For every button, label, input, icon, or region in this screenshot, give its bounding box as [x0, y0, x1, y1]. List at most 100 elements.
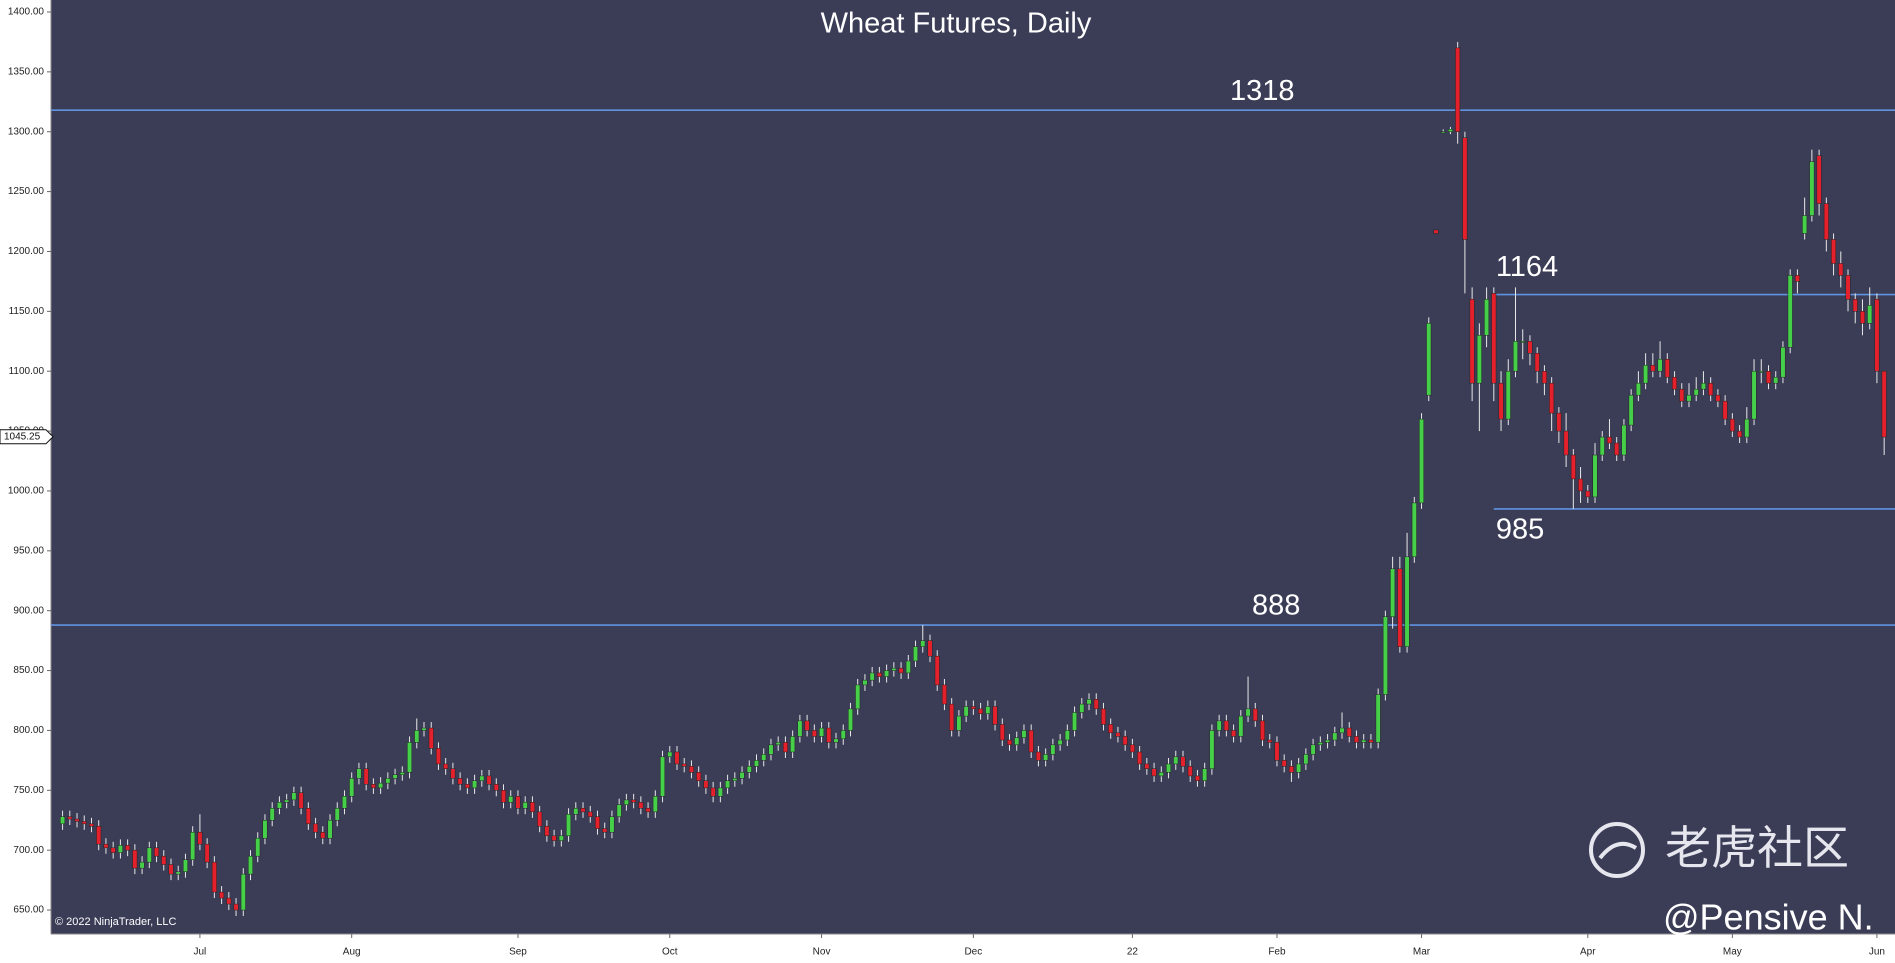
- candle-body: [226, 897, 232, 905]
- x-tick-label: Nov: [813, 947, 831, 958]
- x-tick-label: May: [1723, 947, 1742, 958]
- candle-body: [1353, 736, 1359, 743]
- candle-body: [363, 768, 369, 785]
- candle-body: [399, 772, 405, 775]
- y-tick-label: 1000.00: [8, 486, 45, 497]
- candle-body: [1035, 751, 1041, 761]
- candle-body: [1151, 768, 1157, 777]
- candle-body: [1411, 502, 1417, 558]
- candle-body: [1057, 739, 1063, 746]
- candle-body: [464, 784, 470, 789]
- candle-body: [1491, 293, 1497, 384]
- candle-body: [790, 736, 796, 753]
- author: @Pensive N.: [1663, 897, 1874, 938]
- candle-body: [1476, 335, 1482, 384]
- x-tick-label: Sep: [509, 947, 527, 958]
- candle-body: [1505, 370, 1511, 420]
- candle-body: [269, 808, 275, 821]
- candle-body: [407, 742, 413, 773]
- candle-body: [1628, 394, 1634, 426]
- candle-body: [1368, 739, 1374, 743]
- candle-body: [1007, 739, 1012, 746]
- candle-body: [1657, 358, 1663, 372]
- candle-body: [1881, 370, 1887, 438]
- candle-body: [1722, 400, 1728, 420]
- candle-body: [1245, 708, 1251, 717]
- candle-body: [754, 760, 759, 767]
- candle-body: [1650, 364, 1656, 372]
- candle-body: [529, 802, 535, 813]
- candle-body: [1556, 412, 1562, 432]
- y-tick-label: 700.00: [13, 845, 44, 856]
- candle-body: [276, 802, 282, 809]
- candle-body: [508, 796, 514, 803]
- candle-body: [1317, 742, 1323, 746]
- candle-body: [67, 816, 73, 820]
- candle-body: [1462, 137, 1468, 240]
- candle-body: [1231, 730, 1237, 737]
- candle-body: [60, 816, 66, 825]
- candle-body: [1397, 568, 1403, 647]
- candle-body: [1447, 129, 1453, 132]
- candle-body: [703, 780, 709, 789]
- candle-body: [1390, 568, 1396, 617]
- candle-body: [1838, 263, 1844, 276]
- candle-body: [1122, 736, 1128, 746]
- candle-body: [313, 823, 319, 833]
- candle-body: [999, 724, 1005, 741]
- candle-body: [1021, 730, 1027, 738]
- candle-body: [197, 831, 203, 845]
- candle-body: [1527, 341, 1533, 354]
- candle-body: [457, 778, 463, 785]
- candle-body: [544, 825, 550, 837]
- x-tick-label: Aug: [343, 947, 361, 958]
- x-tick-label: Oct: [662, 947, 678, 958]
- candle-body: [1303, 754, 1309, 765]
- candle-body: [1332, 732, 1338, 741]
- candle-body: [211, 861, 217, 893]
- candle-body: [1549, 382, 1555, 414]
- candle-body: [1773, 376, 1779, 384]
- candle-body: [717, 787, 723, 797]
- logo-stroke: [1598, 841, 1638, 860]
- candle-body: [1223, 720, 1229, 731]
- candle-body: [414, 730, 420, 743]
- candle-body: [182, 859, 188, 872]
- copyright: © 2022 NinjaTrader, LLC: [55, 916, 176, 928]
- candle-body: [804, 720, 810, 731]
- candle-body: [927, 640, 933, 657]
- candle-body: [1715, 394, 1721, 402]
- candle-body: [1187, 766, 1193, 777]
- candle-body: [1079, 703, 1085, 713]
- level-label: 1164: [1496, 251, 1558, 283]
- candle-body: [1874, 299, 1880, 372]
- candle-body: [1599, 436, 1605, 456]
- candle-body: [486, 775, 492, 785]
- y-tick-label: 850.00: [13, 665, 44, 676]
- candle-body: [1325, 739, 1331, 743]
- candle-body: [1859, 311, 1865, 324]
- candle-body: [667, 751, 673, 758]
- candle-body: [1375, 694, 1381, 743]
- candle-body: [1129, 744, 1135, 753]
- candle-body: [1513, 341, 1518, 372]
- candle-body: [1281, 760, 1287, 767]
- candle-body: [913, 646, 919, 662]
- x-tick-label: Jun: [1869, 947, 1885, 958]
- candle-body: [349, 778, 355, 797]
- candle-body: [1115, 732, 1121, 737]
- candle-body: [421, 727, 427, 731]
- candle-body: [1780, 347, 1786, 378]
- candle-body: [175, 871, 181, 875]
- candle-body: [161, 855, 167, 865]
- candle-body: [1787, 275, 1793, 348]
- candle-body: [1050, 744, 1056, 755]
- candle-body: [775, 742, 781, 746]
- candle-body: [985, 706, 991, 714]
- candle-body: [1578, 478, 1584, 492]
- candle-body: [609, 816, 615, 833]
- candle-body: [1267, 739, 1273, 743]
- x-tick-label: Dec: [964, 947, 982, 958]
- candle-body: [1093, 699, 1099, 710]
